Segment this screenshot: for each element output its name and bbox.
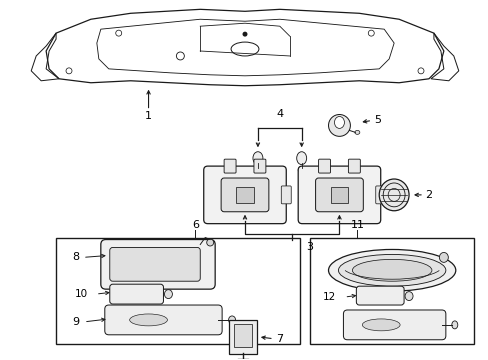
Text: 6: 6 [191, 220, 199, 230]
Ellipse shape [404, 292, 412, 301]
Text: 8: 8 [72, 252, 80, 262]
FancyBboxPatch shape [104, 305, 222, 335]
FancyBboxPatch shape [281, 186, 291, 204]
Ellipse shape [206, 239, 213, 246]
Text: 12: 12 [322, 292, 335, 302]
Ellipse shape [129, 314, 167, 326]
FancyBboxPatch shape [318, 159, 330, 173]
Ellipse shape [352, 260, 431, 281]
Ellipse shape [242, 32, 247, 37]
Ellipse shape [451, 321, 457, 329]
Bar [330, 187, 347, 203]
Ellipse shape [296, 152, 306, 165]
Ellipse shape [228, 316, 235, 324]
FancyBboxPatch shape [347, 159, 360, 173]
Ellipse shape [334, 117, 344, 129]
FancyBboxPatch shape [228, 320, 256, 354]
Text: 1: 1 [145, 111, 152, 121]
Ellipse shape [338, 255, 445, 286]
Ellipse shape [252, 152, 263, 165]
Ellipse shape [362, 319, 399, 331]
Bar [309, 238, 473, 344]
Ellipse shape [328, 249, 455, 291]
FancyBboxPatch shape [203, 166, 285, 224]
FancyBboxPatch shape [298, 166, 380, 224]
FancyBboxPatch shape [233, 324, 252, 347]
FancyBboxPatch shape [253, 159, 265, 173]
Text: 10: 10 [74, 289, 87, 299]
FancyBboxPatch shape [375, 186, 385, 204]
Ellipse shape [354, 130, 359, 134]
Text: 3: 3 [305, 243, 312, 252]
Text: 7: 7 [276, 334, 283, 344]
Text: 9: 9 [72, 317, 80, 327]
FancyBboxPatch shape [221, 178, 268, 212]
Ellipse shape [379, 179, 408, 211]
FancyBboxPatch shape [356, 286, 403, 305]
Ellipse shape [254, 168, 261, 172]
FancyBboxPatch shape [109, 284, 163, 304]
Text: 4: 4 [276, 108, 283, 118]
Bar [236, 187, 253, 203]
Text: 5: 5 [373, 116, 380, 126]
Text: 2: 2 [425, 190, 431, 200]
FancyBboxPatch shape [315, 178, 363, 212]
Ellipse shape [298, 168, 305, 172]
Ellipse shape [439, 252, 447, 262]
Ellipse shape [164, 290, 172, 298]
FancyBboxPatch shape [343, 310, 445, 340]
Ellipse shape [328, 114, 350, 136]
Bar [56, 238, 299, 344]
FancyBboxPatch shape [101, 239, 215, 289]
FancyBboxPatch shape [109, 247, 200, 281]
Text: 11: 11 [349, 220, 364, 230]
FancyBboxPatch shape [224, 159, 236, 173]
